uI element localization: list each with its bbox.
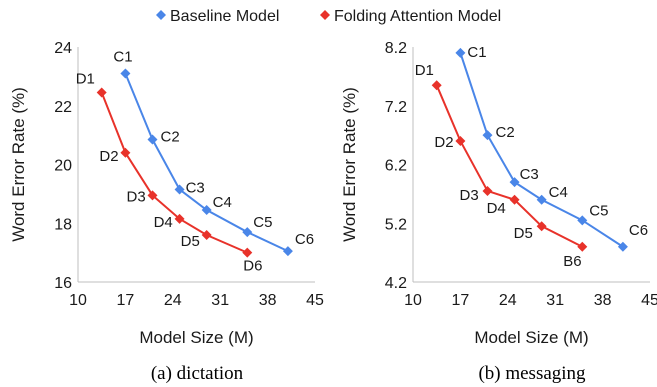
data-label: C6	[629, 222, 648, 239]
data-point	[174, 213, 185, 224]
x-tick-label: 17	[117, 292, 135, 309]
x-tick-label: 45	[306, 292, 324, 309]
y-tick-label: 20	[54, 158, 72, 175]
x-axis-title: Model Size (M)	[139, 328, 253, 347]
chart-dictation: 16 18 20 22 24 10 17 24 31 38 45 Model Size (M) Word…	[9, 40, 324, 384]
data-label: C6	[295, 231, 314, 248]
legend-marker-1	[156, 10, 166, 20]
data-point	[242, 247, 253, 258]
data-label: C1	[113, 48, 132, 65]
y-axis-title: Word Error Rate (%)	[9, 87, 28, 242]
data-point	[577, 241, 588, 252]
x-tick-label: 24	[499, 292, 517, 309]
data-label: C2	[495, 124, 514, 141]
x-tick-label: 17	[452, 292, 470, 309]
data-label: D3	[126, 188, 145, 205]
data-label: C3	[520, 166, 539, 183]
data-point	[431, 80, 442, 91]
legend-label-1: Baseline Model	[170, 8, 279, 25]
data-point	[201, 230, 212, 240]
data-label: D1	[76, 71, 95, 88]
data-label: D2	[434, 134, 453, 151]
x-tick-label: 10	[404, 292, 422, 309]
chart-messaging: 4.2 5.2 6.2 7.2 8.2 10 17 24 31 38 45 Model Size (M…	[340, 40, 657, 384]
data-point	[201, 205, 212, 216]
data-label: D1	[415, 62, 434, 79]
x-tick-label: 10	[69, 292, 87, 309]
data-point	[120, 68, 131, 79]
y-tick-label: 5.2	[385, 216, 407, 233]
data-point	[455, 47, 466, 58]
y-tick-label: 16	[54, 275, 72, 292]
data-point	[282, 246, 293, 257]
data-point	[482, 130, 493, 141]
data-point	[455, 136, 466, 146]
data-label: D5	[181, 233, 200, 250]
x-tick-label: 38	[594, 292, 612, 309]
x-tick-label: 38	[259, 292, 277, 309]
chart-caption: (a) dictation	[151, 363, 244, 384]
chart-caption: (b) messaging	[478, 363, 586, 384]
legend-marker-2	[320, 10, 330, 20]
data-label: C4	[549, 184, 568, 201]
y-tick-label: 6.2	[385, 158, 407, 175]
data-point	[617, 241, 628, 252]
data-point	[120, 147, 131, 158]
data-point	[482, 185, 493, 196]
y-tick-label: 4.2	[385, 275, 407, 292]
data-point	[96, 87, 107, 98]
data-point	[536, 221, 547, 232]
x-tick-label: 45	[641, 292, 657, 309]
data-point	[174, 184, 185, 195]
x-tick-label: 24	[164, 292, 182, 309]
data-label: C4	[213, 194, 232, 211]
data-label: C3	[186, 179, 205, 196]
y-axis-title: Word Error Rate (%)	[340, 87, 359, 242]
data-label: D6	[243, 258, 262, 275]
legend-label-2: Folding Attention Model	[334, 8, 501, 25]
data-label: D5	[514, 225, 533, 242]
series-line-folding	[100, 92, 248, 254]
data-label: D4	[487, 200, 506, 217]
data-label: C5	[253, 214, 272, 231]
x-axis-title: Model Size (M)	[474, 328, 588, 347]
x-tick-label: 31	[546, 292, 564, 309]
data-label: C1	[467, 44, 486, 61]
data-point	[536, 194, 547, 205]
data-point	[242, 227, 253, 238]
y-tick-label: 18	[54, 216, 72, 233]
data-point	[147, 190, 158, 201]
x-tick-label: 31	[211, 292, 229, 309]
y-tick-label: 22	[54, 99, 72, 116]
data-point	[509, 177, 520, 188]
y-tick-label: 8.2	[385, 40, 407, 57]
data-label: D2	[99, 148, 118, 165]
series-line-folding	[435, 84, 583, 248]
series-line-baseline	[124, 73, 289, 253]
series-line-baseline	[459, 52, 624, 248]
data-label: D3	[459, 187, 478, 204]
data-point	[577, 215, 588, 226]
data-label: C2	[160, 129, 179, 146]
data-label: D4	[154, 214, 173, 231]
data-point	[509, 194, 520, 205]
data-label: C5	[589, 202, 608, 219]
legend: Baseline Model Folding Attention Model	[156, 8, 501, 25]
y-tick-label: 24	[54, 40, 72, 57]
data-label: B6	[563, 253, 581, 270]
y-tick-label: 7.2	[385, 99, 407, 116]
data-point	[147, 134, 158, 145]
